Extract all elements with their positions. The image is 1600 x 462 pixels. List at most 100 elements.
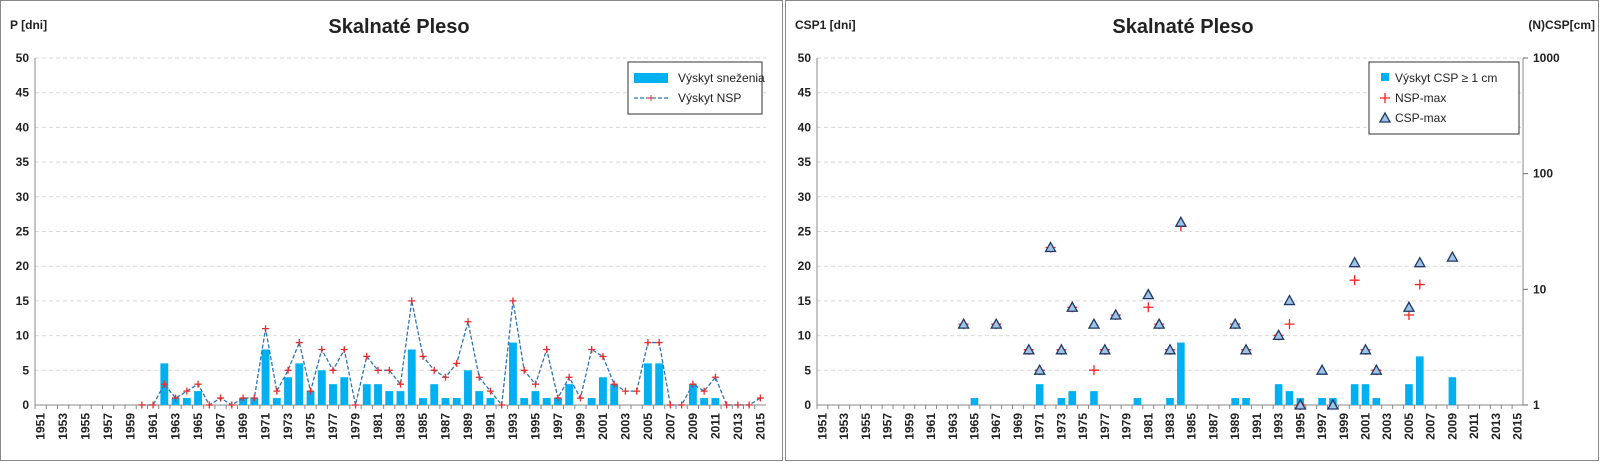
- line-marker: [430, 366, 438, 374]
- point: [1163, 343, 1177, 355]
- line-marker: [385, 366, 393, 374]
- x-tick-label: 2001: [1359, 413, 1373, 440]
- point: [990, 317, 1003, 329]
- line-marker: [689, 380, 697, 388]
- x-tick-label: 1975: [304, 413, 318, 440]
- y-tick-label: 15: [16, 294, 30, 308]
- bar: [182, 398, 191, 405]
- bar: [194, 391, 203, 405]
- x-tick-label: 2015: [753, 413, 767, 440]
- point: [1294, 398, 1307, 410]
- point: [1284, 319, 1295, 330]
- point: [1055, 343, 1068, 355]
- legend-swatch: [1380, 93, 1390, 103]
- x-tick-label: 1973: [281, 413, 295, 440]
- line-marker: [475, 373, 483, 381]
- x-tick-label: 1979: [349, 413, 363, 440]
- point: [1272, 329, 1285, 341]
- line-marker: [498, 401, 506, 409]
- x-tick-label: 1997: [1315, 413, 1329, 440]
- line-marker: [284, 366, 292, 374]
- x-tick-label: 2011: [708, 413, 722, 439]
- x-tick-label: 2003: [618, 413, 632, 440]
- line-marker: [262, 325, 270, 333]
- x-tick-label: 1979: [1120, 413, 1134, 440]
- y-tick-label: 20: [798, 259, 812, 273]
- x-tick-label: 2011: [1467, 413, 1481, 439]
- point: [1349, 275, 1360, 286]
- line-marker: [374, 366, 382, 374]
- y-tick-label: 50: [798, 51, 812, 65]
- x-tick-label: 1959: [124, 413, 138, 440]
- bar: [520, 398, 529, 405]
- x-tick-label: 1959: [902, 413, 916, 440]
- bar: [464, 370, 472, 405]
- y-tick-label: 20: [16, 259, 30, 273]
- legend-label: CSP-max: [1395, 111, 1446, 125]
- line-marker: [149, 401, 157, 409]
- point: [1153, 317, 1166, 329]
- x-tick-label: 1965: [191, 413, 205, 440]
- x-tick-label: 1989: [1228, 413, 1242, 440]
- x-tick-label: 2015: [1511, 413, 1525, 440]
- line-marker: [621, 387, 629, 395]
- line-marker: [700, 387, 708, 395]
- x-tick-label: 1971: [259, 413, 273, 440]
- bar: [306, 391, 315, 405]
- line-marker: [633, 387, 641, 395]
- point: [1283, 294, 1296, 306]
- line-marker: [419, 352, 427, 360]
- bar: [1057, 398, 1066, 405]
- line-marker: [250, 394, 258, 402]
- point: [1087, 317, 1101, 329]
- bar: [1133, 398, 1142, 405]
- point: [1098, 343, 1111, 355]
- bar: [700, 398, 709, 405]
- bar: [441, 398, 450, 405]
- bar: [1285, 391, 1294, 405]
- line-marker: [711, 373, 719, 381]
- point: [1348, 256, 1361, 268]
- x-tick-label: 2003: [1380, 413, 1394, 440]
- x-tick-label: 1981: [371, 413, 385, 440]
- point: [1414, 279, 1425, 290]
- line-marker: [408, 297, 416, 305]
- x-tick-label: 1975: [1076, 413, 1090, 440]
- point: [1174, 215, 1187, 227]
- y-tick-label: 15: [798, 294, 812, 308]
- x-tick-label: 1971: [1033, 413, 1047, 440]
- y-tick-label: 40: [16, 120, 30, 134]
- line-marker: [666, 401, 674, 409]
- line-marker: [531, 380, 539, 388]
- x-tick-label: 1991: [483, 413, 497, 440]
- y-tick-label: 40: [798, 120, 812, 134]
- x-tick-label: 2013: [1489, 413, 1503, 440]
- line-marker: [543, 345, 551, 353]
- x-tick-label: 1977: [1098, 413, 1112, 440]
- chart-title: Skalnaté Pleso: [328, 16, 469, 38]
- line-marker: [644, 339, 652, 347]
- bar: [295, 363, 304, 405]
- line-marker: [397, 380, 404, 388]
- x-tick-label: 1957: [101, 413, 115, 440]
- x-tick-label: 1993: [1272, 413, 1286, 440]
- line-marker: [599, 352, 607, 360]
- y-tick-label: 0: [22, 398, 29, 412]
- y-tick-label: 5: [22, 363, 29, 377]
- line-marker: [160, 380, 168, 388]
- bar: [1416, 356, 1424, 405]
- bar: [452, 398, 461, 405]
- line-marker: [520, 366, 528, 374]
- x-tick-label: 2005: [1402, 413, 1416, 440]
- x-tick-label: 1961: [924, 413, 938, 440]
- x-tick-label: 1957: [881, 413, 895, 440]
- line-marker: [678, 401, 686, 409]
- x-tick-label: 1989: [461, 413, 475, 440]
- bar: [419, 398, 427, 405]
- line-marker: [340, 345, 348, 353]
- point: [1370, 363, 1383, 375]
- y2-tick-label: 10: [1533, 282, 1547, 296]
- x-tick-label: 1951: [34, 413, 48, 440]
- y-axis-label: CSP1 [dni]: [795, 18, 856, 32]
- x-tick-label: 1977: [326, 413, 340, 440]
